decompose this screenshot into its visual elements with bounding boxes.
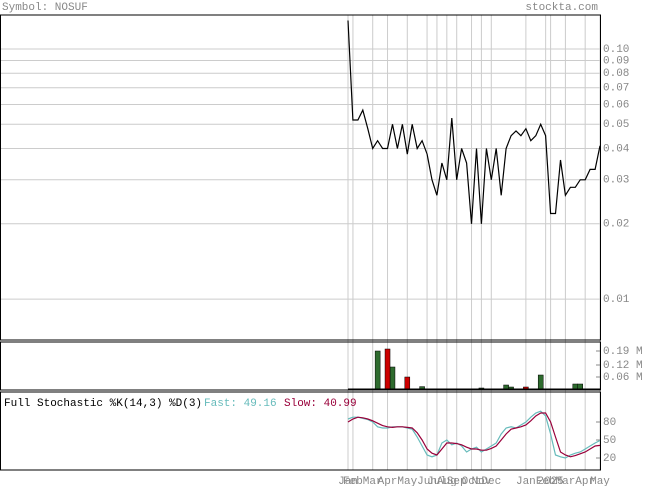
y-tick-label: 0.03 <box>603 175 629 187</box>
volume-bar <box>537 374 544 390</box>
x-tick-label: Sep <box>447 476 467 486</box>
x-tick-label: 2025 <box>537 476 563 486</box>
y-tick-label: 0.09 <box>603 55 629 67</box>
x-tick-label: Apr <box>378 476 398 486</box>
y-tick-label: 0.06 M <box>603 372 643 384</box>
y-tick-label: 80 <box>603 417 616 429</box>
x-tick-label: May <box>397 476 417 486</box>
symbol: Symbol: NOSUF <box>2 2 88 14</box>
y-tick-label: 0.10 <box>603 44 629 56</box>
volume-bar <box>572 383 579 390</box>
y-tick-label: 0.19 M <box>603 346 643 358</box>
fast-label: Fast: 49.16 <box>204 398 277 410</box>
y-tick-label: 0.08 <box>603 68 629 80</box>
x-tick-label: Jul <box>427 476 447 486</box>
y-tick-label: 0.06 <box>603 99 629 111</box>
x-tick-label: Aug <box>437 476 457 486</box>
volume-bar <box>374 350 381 390</box>
y-tick-label: 0.05 <box>603 119 629 131</box>
x-tick-label: Feb <box>536 476 556 486</box>
y-tick-label: 20 <box>603 453 616 465</box>
x-tick-label: Apr <box>575 476 595 486</box>
x-tick-label: Nov <box>472 476 492 486</box>
site: stockta.com <box>525 2 598 14</box>
panel-frame <box>0 391 601 471</box>
x-tick-label: Jun <box>417 476 437 486</box>
volume-bar <box>389 366 396 390</box>
y-tick-label: 0.04 <box>603 143 630 155</box>
series-line <box>347 412 601 458</box>
x-tick-label: Feb <box>343 476 363 486</box>
y-tick-label: 50 <box>603 435 616 447</box>
volume-bar <box>384 348 391 390</box>
x-tick-label: Mar <box>363 476 383 486</box>
y-tick-label: 0.12 M <box>603 360 643 372</box>
series-line <box>347 20 601 224</box>
slow-label: Slow: 40.99 <box>284 398 357 410</box>
x-tick-label: Jan <box>338 476 358 486</box>
x-tick-label: Oct <box>462 476 482 486</box>
y-tick-label: 0.02 <box>603 219 629 231</box>
x-tick-label: Jan <box>516 476 536 486</box>
volume-bar <box>503 384 509 390</box>
volume-bar <box>404 376 411 390</box>
y-tick-label: 0.01 <box>603 294 630 306</box>
panel-frame <box>0 341 601 391</box>
panel-frame <box>0 14 601 341</box>
stoch-title: Full Stochastic %K(14,3) %D(3) <box>4 398 202 410</box>
x-tick-label: May <box>590 476 610 486</box>
x-tick-label: Mar <box>556 476 576 486</box>
volume-bar <box>577 383 583 390</box>
y-tick-label: 0.07 <box>603 83 629 95</box>
x-tick-label: Dec <box>481 476 501 486</box>
